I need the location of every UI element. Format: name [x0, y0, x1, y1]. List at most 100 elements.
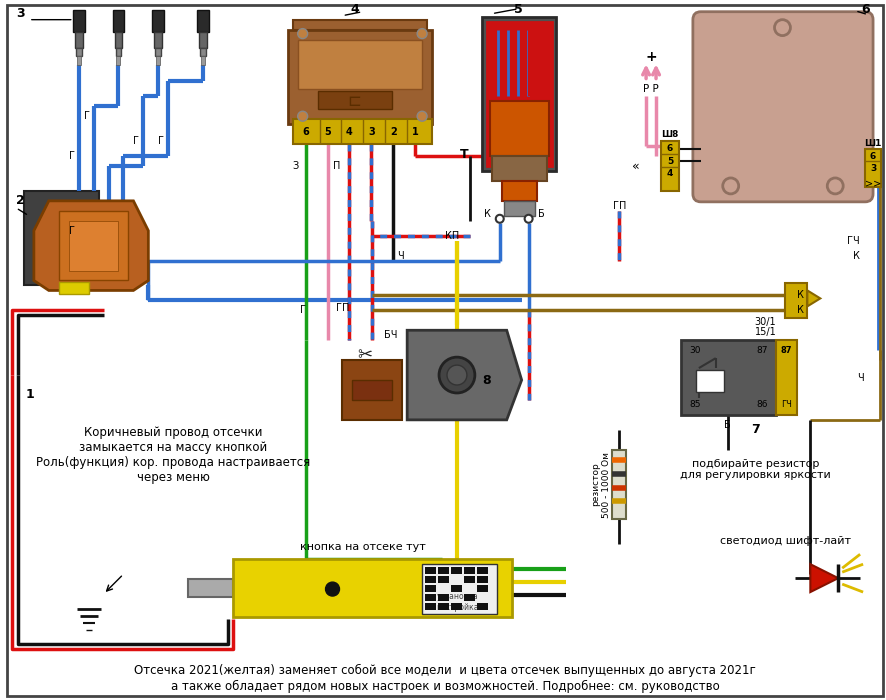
Text: >>: >> [865, 179, 882, 189]
Text: 5: 5 [514, 4, 523, 16]
Bar [438, 567, 449, 574]
Circle shape [298, 111, 307, 121]
Circle shape [417, 111, 427, 121]
Bar [199, 32, 207, 48]
Bar [482, 17, 556, 171]
Text: 1: 1 [26, 389, 35, 402]
Text: 4: 4 [346, 127, 353, 137]
Text: З: З [292, 161, 299, 171]
Bar [612, 449, 626, 519]
Text: 5: 5 [324, 127, 330, 137]
Bar [681, 340, 775, 415]
Bar [464, 576, 475, 583]
Circle shape [774, 20, 790, 36]
Polygon shape [811, 564, 838, 592]
Text: Р Р: Р Р [643, 85, 659, 95]
Bar [425, 603, 436, 610]
Text: 30/1: 30/1 [755, 317, 776, 328]
Text: Б: Б [538, 209, 544, 219]
Bar [58, 211, 128, 281]
Text: 6: 6 [667, 144, 673, 153]
Circle shape [723, 178, 739, 194]
Text: 2: 2 [16, 195, 25, 207]
Circle shape [439, 357, 475, 393]
Circle shape [417, 29, 427, 38]
Text: Г: Г [69, 151, 74, 161]
Bar [75, 48, 82, 55]
Text: Г: Г [159, 136, 164, 146]
Text: 6: 6 [861, 4, 870, 16]
Text: Ч: Ч [857, 373, 864, 383]
Bar [113, 10, 124, 32]
Bar [233, 559, 512, 617]
Text: 87: 87 [781, 346, 792, 355]
Text: К: К [484, 209, 491, 219]
Bar [696, 370, 724, 392]
Text: 3: 3 [368, 127, 375, 137]
Bar [292, 119, 432, 144]
Bar [353, 380, 392, 400]
Bar [865, 149, 881, 187]
Text: T: T [460, 148, 468, 160]
Bar [451, 603, 462, 610]
Text: а также обладает рядом новых настроек и возможностей. Подробнее: см. руководство: а также обладает рядом новых настроек и … [171, 680, 719, 693]
Text: «: « [633, 160, 640, 172]
Bar [438, 576, 449, 583]
Bar [155, 48, 161, 55]
Bar [114, 32, 122, 48]
Text: кнопка на отсеке тут: кнопка на отсеке тут [299, 542, 425, 552]
Bar [317, 91, 392, 109]
Bar [69, 220, 119, 270]
Text: Ш1: Ш1 [865, 139, 882, 148]
Bar [477, 603, 488, 610]
Bar [292, 20, 427, 29]
Bar [492, 156, 547, 181]
Text: Г: Г [299, 305, 306, 316]
Circle shape [325, 582, 339, 596]
Text: К: К [797, 290, 804, 300]
Bar [425, 567, 436, 574]
Bar [504, 201, 534, 216]
Text: резистор
500 - 1000 Ом: резистор 500 - 1000 Ом [592, 452, 611, 517]
Text: Коричневый провод отсечки
замыкается на массу кнопкой
Роль(функция) кор. провода: Коричневый провод отсечки замыкается на … [36, 426, 310, 484]
Bar [425, 585, 436, 592]
Text: Ш8: Ш8 [661, 130, 679, 139]
Circle shape [298, 29, 307, 38]
Text: светодиод шифт-лайт: светодиод шифт-лайт [720, 536, 851, 546]
Text: +: + [645, 50, 657, 64]
Text: 85: 85 [689, 400, 701, 410]
Bar [298, 40, 422, 90]
Bar [464, 594, 475, 601]
Polygon shape [807, 290, 820, 307]
Circle shape [828, 178, 843, 194]
Text: 86: 86 [756, 400, 767, 410]
Bar [490, 102, 548, 156]
Text: ✂: ✂ [357, 346, 372, 364]
Bar [152, 10, 164, 32]
Text: Б: Б [725, 420, 731, 430]
Bar [74, 32, 82, 48]
Text: Г: Г [69, 225, 74, 236]
Text: 3: 3 [16, 7, 25, 20]
Bar [200, 48, 206, 55]
Bar [786, 284, 807, 318]
Bar [197, 10, 209, 32]
Text: 4: 4 [350, 4, 359, 16]
Text: 3: 3 [870, 164, 876, 174]
Bar [464, 567, 475, 574]
Bar [115, 48, 121, 55]
Text: Г: Г [134, 136, 139, 146]
Text: К: К [797, 305, 804, 316]
Bar [425, 594, 436, 601]
Bar [188, 579, 233, 597]
Text: 15/1: 15/1 [755, 328, 776, 337]
Text: КП: КП [445, 231, 459, 241]
Bar [477, 576, 488, 583]
Bar [422, 564, 497, 614]
Text: 6: 6 [870, 152, 876, 160]
Bar [343, 360, 402, 420]
Bar [451, 585, 462, 592]
Text: БЧ: БЧ [384, 330, 397, 340]
Bar [156, 55, 160, 66]
Circle shape [525, 215, 532, 223]
